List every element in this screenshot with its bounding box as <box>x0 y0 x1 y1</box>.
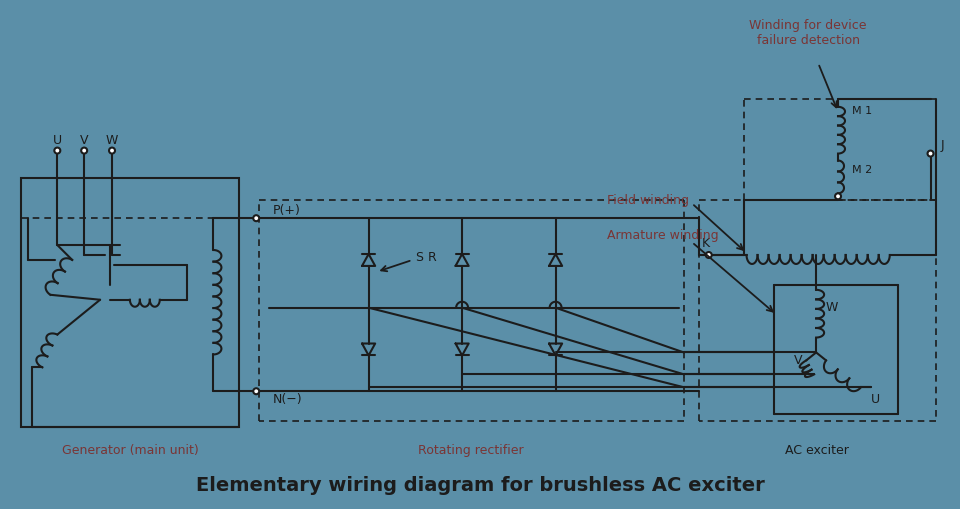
Circle shape <box>835 193 841 200</box>
Circle shape <box>82 148 87 154</box>
Text: AC exciter: AC exciter <box>785 444 849 458</box>
Text: P(+): P(+) <box>274 204 301 217</box>
Circle shape <box>253 215 259 221</box>
Bar <box>20 179 239 427</box>
Text: Winding for device
failure detection: Winding for device failure detection <box>750 19 867 47</box>
Text: V: V <box>794 354 803 367</box>
Text: K: K <box>702 237 709 249</box>
Text: S R: S R <box>417 251 437 265</box>
Text: N(−): N(−) <box>274 393 302 406</box>
Text: M 2: M 2 <box>852 165 873 176</box>
Text: Elementary wiring diagram for brushless AC exciter: Elementary wiring diagram for brushless … <box>196 476 764 495</box>
Text: M 1: M 1 <box>852 106 872 116</box>
Circle shape <box>927 151 933 157</box>
Circle shape <box>109 148 115 154</box>
Text: J: J <box>941 139 945 152</box>
Text: U: U <box>872 393 880 406</box>
Text: Generator (main unit): Generator (main unit) <box>61 444 199 458</box>
Text: W: W <box>106 134 118 147</box>
Text: Field winding: Field winding <box>608 194 689 207</box>
Text: U: U <box>53 134 61 147</box>
Circle shape <box>706 252 711 258</box>
Circle shape <box>253 388 259 394</box>
Text: Rotating rectifier: Rotating rectifier <box>419 444 524 458</box>
Text: Armature winding: Armature winding <box>608 229 719 242</box>
Text: W: W <box>826 301 838 314</box>
Text: V: V <box>80 134 88 147</box>
Circle shape <box>55 148 60 154</box>
